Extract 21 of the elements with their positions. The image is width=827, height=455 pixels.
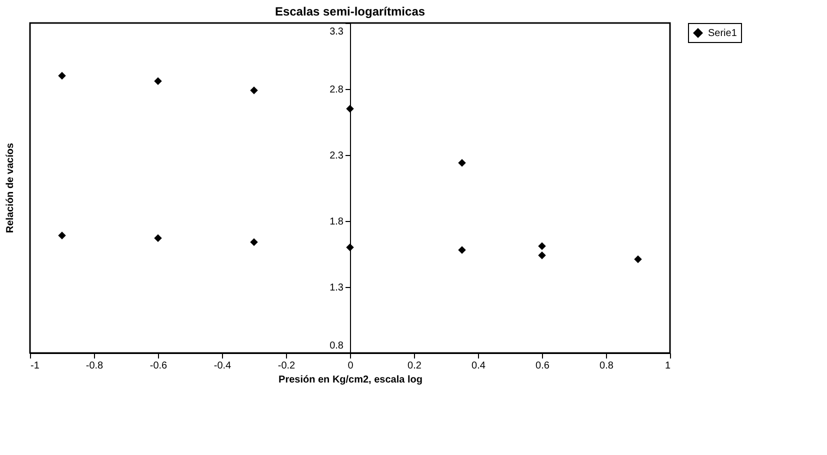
y-tick-label: 0.8 <box>330 340 344 352</box>
x-tick-label: -0.2 <box>278 360 296 372</box>
legend-label: Serie1 <box>708 28 738 39</box>
y-tick-label: 1.8 <box>330 216 344 228</box>
x-tick-label: 0.6 <box>536 360 550 372</box>
x-tick-label: -1 <box>30 360 40 372</box>
y-tick-label: 2.3 <box>330 150 344 162</box>
x-tick-label: 0.8 <box>600 360 614 372</box>
x-tick-label: 0 <box>348 360 354 372</box>
y-axis-title: Relación de vacíos <box>5 142 16 234</box>
x-tick-label: 0.4 <box>472 360 486 372</box>
y-tick-label: 3.3 <box>330 26 344 38</box>
x-tick-label: 1 <box>664 360 671 372</box>
y-tick-label: 2.8 <box>330 84 344 96</box>
x-tick-label: 0.2 <box>408 360 422 372</box>
y-tick-label: 1.3 <box>330 282 344 294</box>
x-tick-label: -0.4 <box>214 360 232 372</box>
chart-title: Escalas semi-logarítmicas <box>274 4 426 18</box>
x-tick-label: -0.8 <box>86 360 104 372</box>
x-axis-title: Presión en Kg/cm2, escala log <box>278 374 422 386</box>
x-tick-label: -0.6 <box>150 360 168 372</box>
